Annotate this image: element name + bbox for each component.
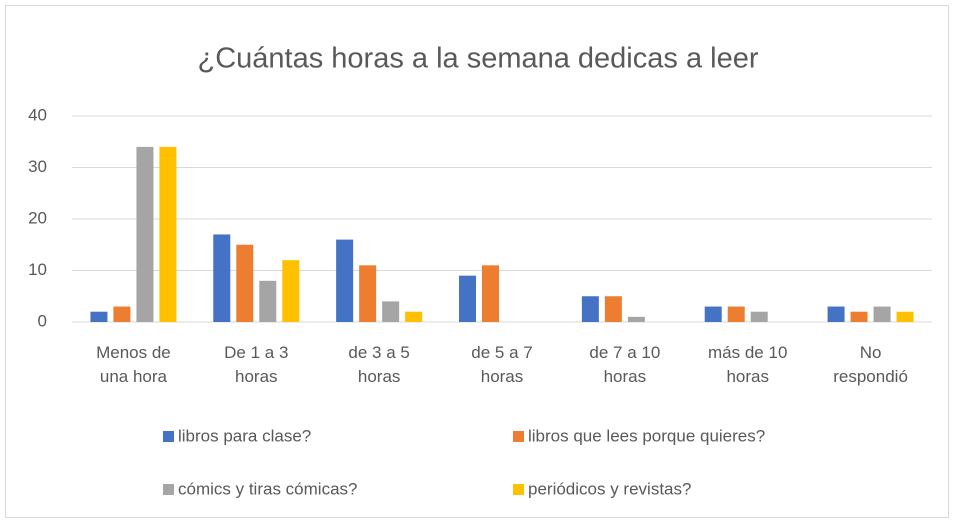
x-tick-label-line: de 5 a 7 — [471, 343, 532, 362]
legend-label: cómics y tiras cómicas? — [178, 479, 357, 498]
x-tick-label-line: de 3 a 5 — [348, 343, 409, 362]
y-tick-label: 10 — [28, 260, 47, 279]
bar — [282, 260, 300, 322]
bar — [136, 146, 154, 322]
x-tick-label-line: de 7 a 10 — [589, 343, 660, 362]
x-tick-label: Menos de una hora — [96, 343, 171, 386]
x-tick-label-line: respondió — [833, 367, 908, 386]
x-tick-label-line: Menos de — [96, 343, 171, 362]
x-tick-label: De 1 a 3 horas — [224, 343, 288, 386]
bar — [382, 301, 400, 322]
x-tick-label-line: horas — [358, 367, 401, 386]
x-tick-label: de 5 a 7 horas — [471, 343, 532, 386]
bar — [727, 306, 745, 322]
bar — [459, 275, 476, 322]
bar — [604, 296, 622, 322]
legend-swatch — [163, 484, 174, 495]
x-tick-label-line: horas — [604, 367, 647, 386]
x-tick-label: de 7 a 10 horas — [589, 343, 660, 386]
x-tick-label-line: más de 10 — [708, 343, 787, 362]
bar — [827, 306, 845, 322]
legend-label: periódicos y revistas? — [528, 479, 691, 498]
x-tick-label-line: horas — [726, 367, 769, 386]
y-tick-label: 30 — [28, 157, 47, 176]
y-tick-label: 20 — [28, 208, 47, 227]
bar — [236, 244, 254, 322]
x-tick-label-line: una hora — [100, 367, 168, 386]
x-tick-label-line: horas — [481, 367, 524, 386]
bar — [359, 265, 377, 322]
x-tick-label: de 3 a 5 horas — [348, 343, 409, 386]
bar — [159, 146, 177, 322]
x-tick-label-line: horas — [235, 367, 278, 386]
y-tick-label: 40 — [28, 105, 47, 124]
x-tick-label: No respondió — [833, 343, 908, 386]
legend-swatch — [513, 484, 524, 495]
bar — [850, 311, 868, 322]
legend-label: libros que lees porque quieres? — [528, 426, 765, 445]
bar — [213, 234, 231, 322]
bar — [259, 280, 277, 322]
x-tick-label-line: No — [860, 343, 882, 362]
legend-swatch — [163, 431, 174, 442]
bar — [405, 311, 423, 322]
legend-label: libros para clase? — [178, 426, 311, 445]
chart-title: ¿Cuántas horas a la semana dedicas a lee… — [198, 43, 759, 75]
bar — [336, 239, 354, 322]
bar — [90, 311, 108, 322]
x-tick-label: más de 10 horas — [708, 343, 787, 386]
y-tick-label: 0 — [38, 311, 47, 330]
bar — [581, 296, 599, 322]
legend-swatch — [513, 431, 524, 442]
bar — [896, 311, 914, 322]
bar — [627, 316, 645, 322]
x-tick-label-line: De 1 a 3 — [224, 343, 288, 362]
bar — [750, 311, 768, 322]
bar — [113, 306, 131, 322]
bar — [482, 265, 499, 322]
bar — [873, 306, 891, 322]
bar — [704, 306, 722, 322]
